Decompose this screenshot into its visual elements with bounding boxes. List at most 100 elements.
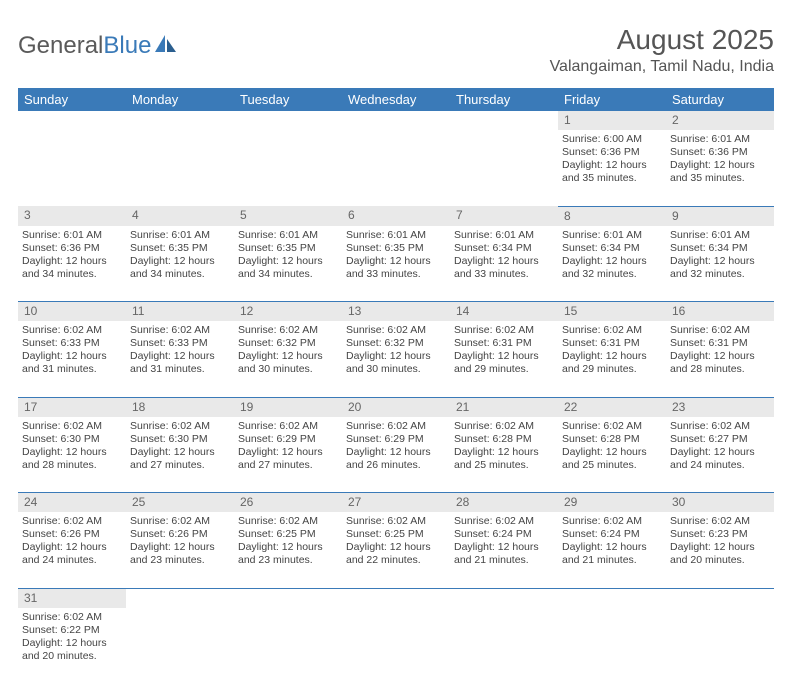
day-number <box>342 111 450 130</box>
sunset: Sunset: 6:32 PM <box>238 337 338 350</box>
daynum-row: 12 <box>18 111 774 130</box>
day-number: 3 <box>18 206 126 226</box>
daylight-line2: and 29 minutes. <box>454 363 554 376</box>
day-number: 12 <box>234 302 342 322</box>
daylight-line2: and 35 minutes. <box>562 172 662 185</box>
day-cell: Sunrise: 6:02 AMSunset: 6:24 PMDaylight:… <box>450 512 558 588</box>
logo: GeneralBlue <box>18 32 177 60</box>
daylight-line1: Daylight: 12 hours <box>346 446 446 459</box>
day-cell: Sunrise: 6:02 AMSunset: 6:29 PMDaylight:… <box>342 417 450 493</box>
day-number: 20 <box>342 397 450 417</box>
day-number: 17 <box>18 397 126 417</box>
week-row: Sunrise: 6:00 AMSunset: 6:36 PM Daylight:… <box>18 130 774 206</box>
sunset: Sunset: 6:24 PM <box>562 528 662 541</box>
daylight-line1: Daylight: 12 hours <box>670 255 770 268</box>
day-number: 25 <box>126 493 234 513</box>
day-number: 28 <box>450 493 558 513</box>
daylight-line2: and 20 minutes. <box>22 650 122 663</box>
daylight-line2: and 29 minutes. <box>562 363 662 376</box>
day-cell <box>450 608 558 684</box>
day-number: 13 <box>342 302 450 322</box>
sunrise: Sunrise: 6:02 AM <box>346 324 446 337</box>
day-number: 5 <box>234 206 342 226</box>
sunrise: Sunrise: 6:02 AM <box>454 515 554 528</box>
day-number: 14 <box>450 302 558 322</box>
weekday-header: Friday <box>558 88 666 111</box>
sunset: Sunset: 6:34 PM <box>562 242 662 255</box>
sunrise: Sunrise: 6:02 AM <box>562 324 662 337</box>
sunrise: Sunrise: 6:02 AM <box>130 515 230 528</box>
day-cell: Sunrise: 6:02 AMSunset: 6:32 PMDaylight:… <box>234 321 342 397</box>
daylight-line1: Daylight: 12 hours <box>670 541 770 554</box>
sunset: Sunset: 6:25 PM <box>346 528 446 541</box>
sunset: Sunset: 6:33 PM <box>22 337 122 350</box>
weekday-header: Wednesday <box>342 88 450 111</box>
day-number: 23 <box>666 397 774 417</box>
sunrise: Sunrise: 6:01 AM <box>454 229 554 242</box>
sunrise: Sunrise: 6:02 AM <box>346 515 446 528</box>
day-cell: Sunrise: 6:02 AMSunset: 6:23 PMDaylight:… <box>666 512 774 588</box>
day-cell: Sunrise: 6:01 AMSunset: 6:34 PMDaylight:… <box>666 226 774 302</box>
daylight-line1: Daylight: 12 hours <box>22 350 122 363</box>
sunset: Sunset: 6:34 PM <box>670 242 770 255</box>
daylight-line2: and 30 minutes. <box>238 363 338 376</box>
sunrise: Sunrise: 6:01 AM <box>670 133 770 146</box>
daylight-line1: Daylight: 12 hours <box>454 446 554 459</box>
sunrise: Sunrise: 6:00 AM <box>562 133 662 146</box>
sunset: Sunset: 6:25 PM <box>238 528 338 541</box>
sunset: Sunset: 6:32 PM <box>346 337 446 350</box>
sunset: Sunset: 6:30 PM <box>130 433 230 446</box>
daylight-line2: and 27 minutes. <box>130 459 230 472</box>
sunrise: Sunrise: 6:02 AM <box>22 515 122 528</box>
weekday-header: Thursday <box>450 88 558 111</box>
day-cell <box>234 608 342 684</box>
daylight-line2: and 23 minutes. <box>130 554 230 567</box>
sunset: Sunset: 6:24 PM <box>454 528 554 541</box>
sunrise: Sunrise: 6:02 AM <box>346 420 446 433</box>
sunset: Sunset: 6:34 PM <box>454 242 554 255</box>
day-cell: Sunrise: 6:00 AMSunset: 6:36 PMDaylight:… <box>558 130 666 206</box>
sunset: Sunset: 6:29 PM <box>346 433 446 446</box>
day-cell <box>342 608 450 684</box>
daylight-line1: Daylight: 12 hours <box>238 541 338 554</box>
day-cell: Sunrise: 6:02 AMSunset: 6:30 PMDaylight:… <box>18 417 126 493</box>
day-number <box>234 588 342 608</box>
day-number <box>450 111 558 130</box>
sunrise: Sunrise: 6:02 AM <box>22 324 122 337</box>
daylight-line1: Daylight: 12 hours <box>22 446 122 459</box>
day-cell: Sunrise: 6:02 AMSunset: 6:22 PMDaylight:… <box>18 608 126 684</box>
daylight-line1: Daylight: 12 hours <box>670 159 770 172</box>
day-cell: Sunrise: 6:02 AMSunset: 6:31 PMDaylight:… <box>666 321 774 397</box>
day-cell: Sunrise: 6:01 AMSunset: 6:35 PMDaylight:… <box>126 226 234 302</box>
day-cell <box>558 608 666 684</box>
sunrise: Sunrise: 6:02 AM <box>454 420 554 433</box>
daylight-line2: and 33 minutes. <box>454 268 554 281</box>
weekday-header: Tuesday <box>234 88 342 111</box>
title-block: August 2025 Valangaiman, Tamil Nadu, Ind… <box>550 24 774 76</box>
daylight-line2: and 28 minutes. <box>670 363 770 376</box>
week-row: Sunrise: 6:01 AMSunset: 6:36 PMDaylight:… <box>18 226 774 302</box>
day-cell <box>450 130 558 206</box>
day-number <box>666 588 774 608</box>
daylight-line1: Daylight: 12 hours <box>562 541 662 554</box>
daylight-line2: and 20 minutes. <box>670 554 770 567</box>
sunset: Sunset: 6:35 PM <box>130 242 230 255</box>
day-cell: Sunrise: 6:02 AMSunset: 6:31 PMDaylight:… <box>558 321 666 397</box>
sunset: Sunset: 6:27 PM <box>670 433 770 446</box>
daylight-line1: Daylight: 12 hours <box>454 541 554 554</box>
daylight-line1: Daylight: 12 hours <box>670 446 770 459</box>
day-cell: Sunrise: 6:01 AMSunset: 6:34 PMDaylight:… <box>450 226 558 302</box>
day-number <box>126 111 234 130</box>
day-number: 22 <box>558 397 666 417</box>
day-cell: Sunrise: 6:01 AMSunset: 6:34 PMDaylight:… <box>558 226 666 302</box>
daylight-line1: Daylight: 12 hours <box>22 637 122 650</box>
sunrise: Sunrise: 6:02 AM <box>22 611 122 624</box>
daylight-line1: Daylight: 12 hours <box>22 255 122 268</box>
daylight-line2: and 21 minutes. <box>562 554 662 567</box>
sunset: Sunset: 6:29 PM <box>238 433 338 446</box>
day-number: 21 <box>450 397 558 417</box>
daylight-line2: and 34 minutes. <box>22 268 122 281</box>
daynum-row: 24252627282930 <box>18 493 774 513</box>
sunrise: Sunrise: 6:01 AM <box>238 229 338 242</box>
sunset: Sunset: 6:36 PM <box>562 146 662 159</box>
